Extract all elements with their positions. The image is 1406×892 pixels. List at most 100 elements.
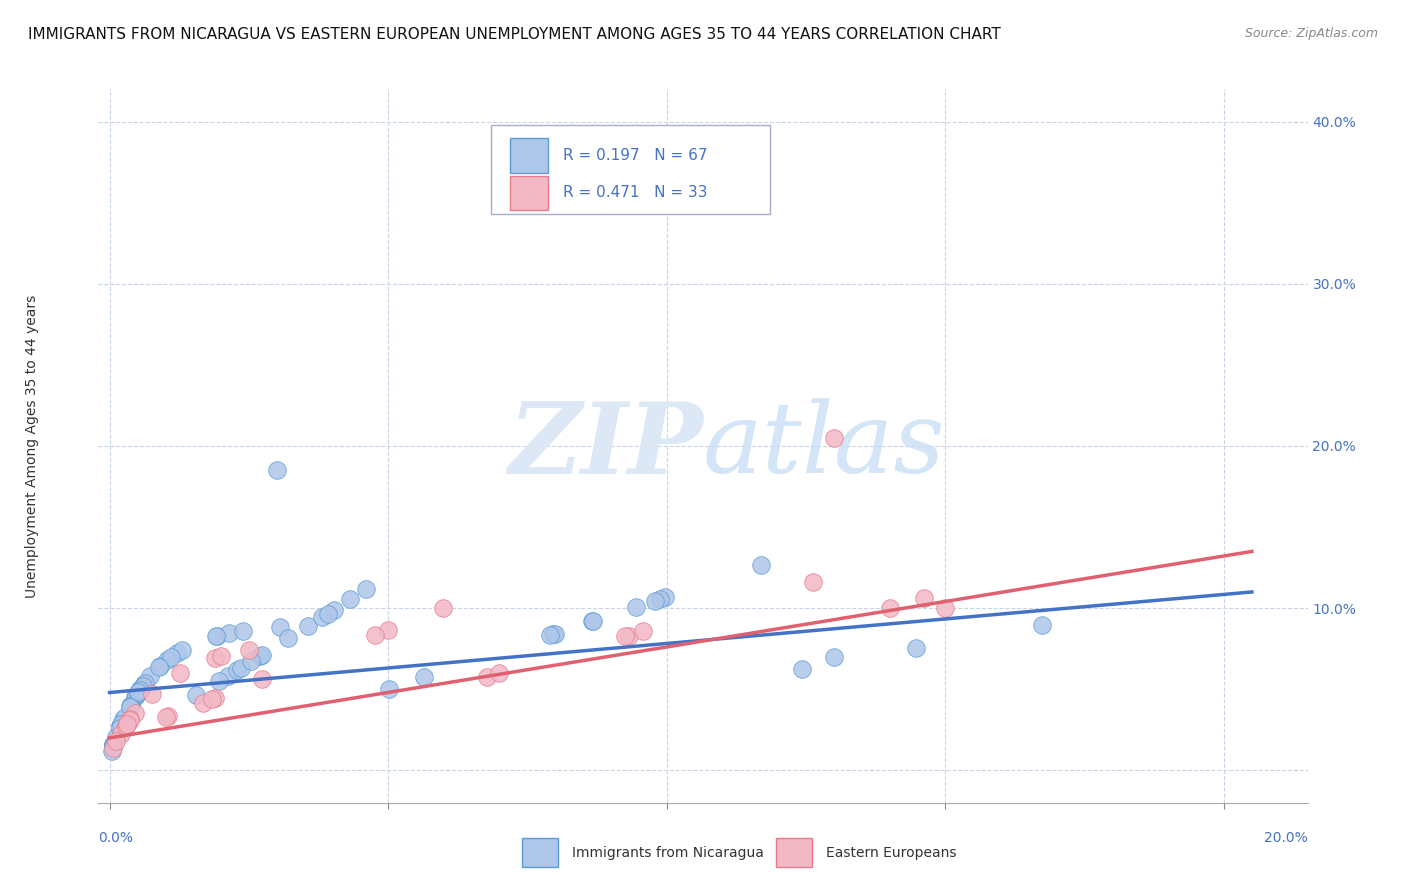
- Text: Unemployment Among Ages 35 to 44 years: Unemployment Among Ages 35 to 44 years: [25, 294, 39, 598]
- Point: [541, 627, 564, 641]
- Point: [323, 602, 346, 616]
- Point: [249, 648, 271, 663]
- Point: [238, 643, 260, 657]
- Point: [432, 601, 454, 615]
- Point: [217, 669, 239, 683]
- Point: [205, 629, 228, 643]
- Point: [110, 717, 132, 731]
- Point: [269, 620, 291, 634]
- Point: [120, 698, 142, 713]
- Point: [104, 730, 127, 744]
- Point: [191, 696, 214, 710]
- Point: [582, 614, 605, 628]
- Point: [316, 607, 339, 621]
- Point: [488, 666, 510, 681]
- Text: 20.0%: 20.0%: [1264, 831, 1308, 846]
- Point: [250, 648, 273, 662]
- Point: [311, 609, 333, 624]
- Point: [475, 670, 498, 684]
- Point: [124, 706, 146, 720]
- Point: [363, 628, 385, 642]
- Point: [125, 689, 148, 703]
- Point: [149, 659, 172, 673]
- Text: atlas: atlas: [703, 399, 946, 493]
- Point: [356, 582, 378, 597]
- Point: [166, 646, 188, 660]
- Point: [250, 673, 273, 687]
- Point: [209, 648, 232, 663]
- Text: R = 0.197   N = 67: R = 0.197 N = 67: [562, 148, 707, 163]
- Text: Immigrants from Nicaragua: Immigrants from Nicaragua: [572, 846, 765, 860]
- Text: R = 0.471   N = 33: R = 0.471 N = 33: [562, 186, 707, 200]
- Point: [101, 738, 124, 752]
- Text: 0.0%: 0.0%: [98, 831, 134, 846]
- Point: [114, 719, 136, 733]
- Point: [131, 679, 153, 693]
- Point: [129, 682, 152, 697]
- Point: [1031, 618, 1053, 632]
- Point: [749, 558, 772, 573]
- Point: [139, 669, 162, 683]
- Point: [124, 690, 146, 705]
- Point: [614, 630, 637, 644]
- Point: [339, 592, 361, 607]
- Point: [581, 615, 603, 629]
- Point: [801, 574, 824, 589]
- Point: [169, 665, 191, 680]
- Bar: [522, 838, 558, 867]
- Point: [232, 624, 254, 638]
- Point: [132, 677, 155, 691]
- Point: [101, 744, 124, 758]
- Point: [277, 631, 299, 645]
- Point: [266, 463, 288, 477]
- Point: [297, 619, 319, 633]
- Point: [204, 650, 226, 665]
- Point: [172, 643, 194, 657]
- Point: [110, 719, 132, 733]
- Point: [904, 640, 927, 655]
- Point: [128, 685, 150, 699]
- Point: [148, 660, 170, 674]
- Point: [879, 601, 901, 615]
- Point: [160, 649, 183, 664]
- Point: [790, 662, 813, 676]
- Point: [128, 683, 150, 698]
- Point: [134, 676, 156, 690]
- Point: [538, 628, 561, 642]
- Point: [118, 699, 141, 714]
- FancyBboxPatch shape: [492, 125, 769, 214]
- Point: [105, 734, 128, 748]
- Point: [120, 698, 142, 712]
- Point: [129, 682, 152, 697]
- Point: [127, 686, 149, 700]
- Text: ZIP: ZIP: [508, 398, 703, 494]
- Point: [204, 690, 226, 705]
- Point: [117, 715, 139, 730]
- Point: [377, 682, 399, 697]
- Point: [101, 737, 124, 751]
- Point: [115, 717, 138, 731]
- Point: [141, 687, 163, 701]
- Bar: [509, 138, 548, 173]
- Point: [617, 628, 640, 642]
- Point: [155, 710, 177, 724]
- Point: [101, 739, 124, 753]
- Point: [648, 591, 671, 606]
- Point: [156, 653, 179, 667]
- Point: [543, 627, 565, 641]
- Point: [101, 741, 124, 756]
- Point: [156, 709, 179, 723]
- Point: [654, 591, 676, 605]
- Text: IMMIGRANTS FROM NICARAGUA VS EASTERN EUROPEAN UNEMPLOYMENT AMONG AGES 35 TO 44 Y: IMMIGRANTS FROM NICARAGUA VS EASTERN EUR…: [28, 27, 1001, 42]
- Point: [108, 721, 131, 735]
- Point: [118, 713, 141, 727]
- Point: [114, 710, 136, 724]
- Point: [934, 601, 956, 615]
- Point: [201, 692, 224, 706]
- Point: [225, 663, 247, 677]
- Text: Source: ZipAtlas.com: Source: ZipAtlas.com: [1244, 27, 1378, 40]
- Bar: [776, 838, 811, 867]
- Point: [205, 629, 228, 643]
- Point: [218, 626, 240, 640]
- Point: [208, 674, 231, 689]
